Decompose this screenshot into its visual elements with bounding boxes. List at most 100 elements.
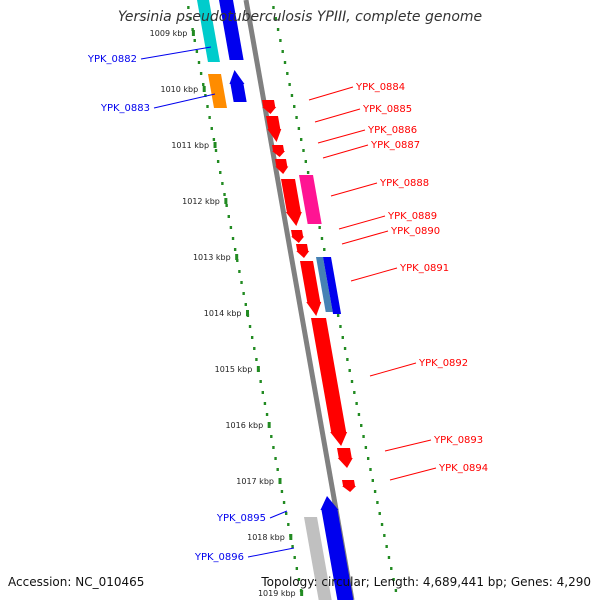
position-label: 1012 kbp	[182, 197, 220, 206]
leader-line	[350, 267, 398, 282]
leader-line	[153, 93, 216, 109]
gene-features	[197, 0, 357, 600]
tick-mark	[248, 325, 252, 328]
tick-mark	[291, 545, 294, 548]
tick-mark	[199, 72, 203, 75]
tick-mark	[392, 578, 395, 581]
tick-mark	[357, 413, 361, 416]
genome-summary-text: Topology: circular; Length: 4,689,441 bp…	[261, 575, 591, 589]
leader-line	[269, 510, 288, 519]
tick-mark	[341, 336, 344, 339]
tick-mark	[210, 127, 213, 130]
leader-line	[247, 547, 295, 558]
tick-mark	[272, 446, 275, 449]
tick-mark	[276, 28, 280, 31]
tick-mark	[233, 248, 237, 251]
gene-feature-ypk-0891	[300, 261, 322, 316]
position-label: 1013 kbp	[193, 253, 231, 262]
tick-mark	[212, 138, 216, 141]
tick-mark	[265, 413, 269, 416]
leader-line	[317, 129, 366, 144]
tick-mark	[270, 435, 273, 438]
gene-feature-ypk-0895	[304, 517, 332, 600]
tick-mark	[373, 490, 377, 493]
position-label: 1015 kbp	[215, 365, 253, 374]
gene-feature-ypk-0884	[262, 100, 277, 114]
gene-label: YPK_0889	[387, 211, 437, 222]
map-title: Yersinia pseudotuberculosis YPIII, compl…	[117, 9, 483, 25]
tick-mark	[244, 303, 247, 306]
tick-mark	[302, 149, 305, 152]
tick-mark	[293, 105, 296, 108]
tick-mark	[290, 94, 294, 97]
tick-mark	[387, 556, 391, 559]
gene-feature-ypk-0883	[208, 74, 228, 108]
tick-mark	[286, 72, 289, 75]
tick-mark	[236, 259, 239, 262]
gene-label: YPK_0891	[399, 263, 449, 274]
tick-mark	[336, 314, 340, 317]
leader-line	[389, 467, 437, 481]
major-tick	[289, 534, 293, 540]
leader-line	[384, 439, 432, 452]
gene-label: YPK_0887	[370, 140, 420, 151]
leader-line	[140, 46, 212, 60]
major-tick	[235, 254, 239, 260]
major-tick	[224, 198, 228, 204]
tick-mark	[189, 17, 192, 20]
tick-mark	[242, 292, 245, 295]
tick-mark	[297, 578, 301, 581]
major-tick	[300, 590, 304, 596]
tick-mark	[394, 589, 398, 592]
accession-text: Accession: NC_010465	[8, 575, 145, 589]
gene-feature-ypk-0885	[266, 116, 282, 142]
tick-mark	[343, 347, 347, 350]
tick-mark	[295, 567, 299, 570]
tick-mark	[364, 446, 368, 449]
major-tick	[267, 422, 271, 428]
major-tick	[256, 366, 260, 372]
gene-label: YPK_0896	[194, 552, 244, 563]
tick-mark	[221, 182, 224, 185]
gene-label: YPK_0885	[362, 104, 412, 115]
tick-mark	[380, 523, 384, 526]
tick-mark	[276, 468, 279, 471]
position-label: 1014 kbp	[204, 309, 242, 318]
leader-line	[341, 230, 389, 245]
gene-feature-ypk-0896	[320, 496, 354, 600]
tick-mark	[360, 424, 363, 427]
gene-label: YPK_0892	[418, 358, 468, 369]
tick-mark	[227, 215, 230, 218]
tick-mark	[346, 358, 349, 361]
tick-mark	[272, 6, 275, 9]
tick-mark	[318, 226, 321, 229]
tick-mark	[323, 248, 326, 251]
position-label: 1009 kbp	[150, 29, 188, 38]
gene-feature-cyan	[197, 0, 220, 62]
tick-mark	[231, 237, 235, 240]
leader-line	[338, 215, 386, 230]
tick-mark	[208, 116, 211, 119]
tick-mark	[366, 457, 370, 460]
tick-mark	[263, 402, 267, 405]
tick-mark	[229, 226, 233, 229]
gene-feature-steel	[316, 257, 333, 312]
tick-mark	[280, 490, 284, 493]
leader-line	[369, 362, 417, 377]
tick-mark	[204, 94, 207, 97]
position-label: 1016 kbp	[225, 421, 263, 430]
major-tick	[278, 478, 282, 484]
tick-mark	[206, 105, 209, 108]
label-leader-lines	[140, 46, 437, 558]
major-tick	[213, 142, 217, 148]
gene-feature-ypk-0886	[272, 145, 286, 157]
tick-mark	[195, 50, 199, 53]
tick-mark	[202, 83, 205, 86]
tick-mark	[348, 369, 351, 372]
gene-label: YPK_0888	[379, 178, 429, 189]
position-labels: 1009 kbp 1010 kbp 1011 kbp 1012 kbp 1013 kbp…	[150, 29, 304, 598]
gene-labels: YPK_0882 YPK_0883 YPK_0895 YPK_0896 YPK_0884…	[87, 54, 488, 563]
tick-mark	[284, 512, 288, 515]
tick-mark	[306, 171, 310, 174]
tick-mark	[197, 61, 201, 64]
